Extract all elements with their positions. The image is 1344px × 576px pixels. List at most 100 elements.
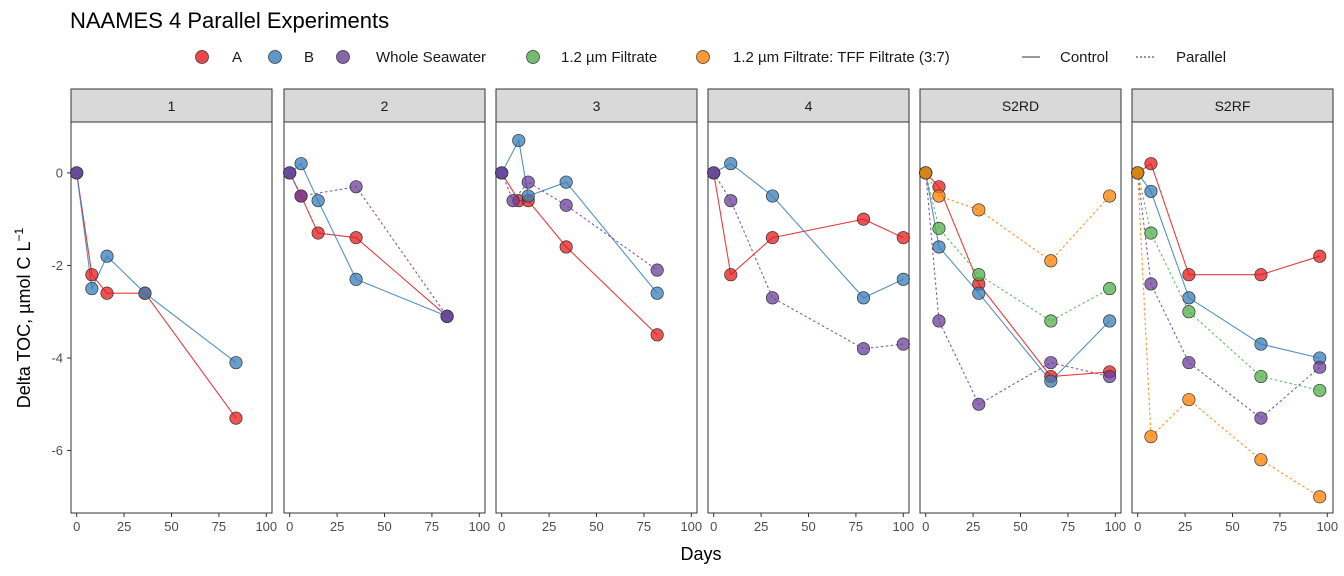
data-point <box>1182 291 1196 305</box>
data-point <box>856 291 871 305</box>
data-point <box>919 166 933 180</box>
x-tick-label: 50 <box>1013 519 1027 534</box>
data-point <box>349 272 363 286</box>
x-tick-label: 100 <box>892 519 914 534</box>
data-point <box>1144 184 1158 198</box>
data-point <box>1103 282 1117 296</box>
data-point <box>1182 393 1196 407</box>
legend-key-0 <box>195 50 209 64</box>
x-tick-label: 75 <box>425 519 439 534</box>
x-tick-label: 0 <box>498 519 505 534</box>
x-tick-label: 0 <box>1134 519 1141 534</box>
data-point <box>932 314 946 328</box>
x-tick-label: 50 <box>801 519 815 534</box>
data-point <box>349 180 363 194</box>
data-point <box>229 356 243 370</box>
data-point <box>1254 369 1268 384</box>
data-point <box>724 268 738 282</box>
data-point <box>856 342 871 356</box>
data-point <box>1144 430 1158 444</box>
data-point <box>1313 360 1327 374</box>
data-point <box>506 194 520 208</box>
series-line-whole-seawater <box>713 172 904 350</box>
data-point <box>1144 277 1158 291</box>
data-point <box>70 166 84 180</box>
series-line-1-2-m-filtrate <box>925 172 1110 322</box>
x-tick-label: 100 <box>468 519 490 534</box>
data-point <box>138 286 152 300</box>
data-point <box>1313 383 1327 397</box>
strip-1 <box>70 88 273 123</box>
data-point <box>100 249 114 263</box>
panel-2: 2 0 25 50 75 100 <box>283 88 490 534</box>
x-tick-label: 100 <box>255 519 277 534</box>
series-line-whole-seawater <box>501 172 658 271</box>
legend-label-2: Whole Seawater <box>376 49 486 66</box>
data-point <box>1044 374 1058 388</box>
series-line-whole-seawater <box>1137 172 1321 419</box>
data-point <box>972 203 986 217</box>
legend-label-3: 1.2 µm Filtrate <box>561 49 657 66</box>
data-point <box>1254 411 1268 425</box>
data-point <box>521 175 535 189</box>
x-tick-label: 25 <box>966 519 980 534</box>
data-point <box>707 166 721 180</box>
data-point <box>1182 305 1196 319</box>
plot-frame <box>283 121 486 514</box>
x-axis-title: Days <box>680 544 721 564</box>
data-point <box>650 286 664 300</box>
data-point <box>650 328 664 342</box>
data-point <box>972 268 986 282</box>
data-point <box>311 226 325 240</box>
x-tick-label: 75 <box>1273 519 1287 534</box>
panel-1: 1 0 25 50 75 100 0 -2 -4 -6 <box>51 88 277 534</box>
data-point <box>1131 166 1145 180</box>
strip-label: 1 <box>168 98 176 114</box>
data-point <box>932 189 946 203</box>
data-point <box>559 198 573 212</box>
data-point <box>1103 314 1117 328</box>
strip-label: 2 <box>381 98 389 114</box>
y-tick-label: -2 <box>51 258 63 273</box>
x-tick-label: 50 <box>1225 519 1239 534</box>
y-axis-title-superscript: −1 <box>12 227 26 241</box>
legend-key-4 <box>696 50 710 64</box>
legend-label-4: 1.2 µm Filtrate: TFF Filtrate (3:7) <box>733 49 950 66</box>
strip-S2RF <box>1131 88 1334 123</box>
data-point <box>972 397 986 411</box>
strip-label: S2RF <box>1215 98 1251 114</box>
x-tick-label: 25 <box>754 519 768 534</box>
legend-key-3 <box>526 50 540 64</box>
x-tick-label: 0 <box>286 519 293 534</box>
legend-line-label-0: Control <box>1060 49 1108 66</box>
data-point <box>512 133 526 148</box>
series-line-1-2-m-filtrate <box>1137 172 1320 391</box>
data-point <box>1182 356 1196 370</box>
data-point <box>311 194 325 208</box>
data-point <box>1144 226 1158 240</box>
y-tick-label: -4 <box>51 350 63 365</box>
x-tick-label: 75 <box>849 519 863 534</box>
data-point <box>896 337 910 351</box>
legend-label-0: A <box>232 49 242 66</box>
data-point <box>495 166 509 180</box>
data-point <box>1103 369 1117 384</box>
x-tick-label: 50 <box>164 519 178 534</box>
x-tick-label: 0 <box>73 519 80 534</box>
chart-title: NAAMES 4 Parallel Experiments <box>70 8 389 33</box>
legend-line-label-1: Parallel <box>1176 49 1226 66</box>
x-tick-label: 100 <box>680 519 702 534</box>
y-axis-title-text: Delta TOC, µmol C L <box>14 241 34 408</box>
data-point <box>765 231 780 245</box>
y-axis-title: Delta TOC, µmol C L−1 <box>12 227 34 408</box>
data-point <box>559 240 573 254</box>
data-point <box>856 212 871 226</box>
x-tick-label: 75 <box>212 519 226 534</box>
x-tick-label: 75 <box>637 519 651 534</box>
x-tick-label: 25 <box>330 519 344 534</box>
panel-S2RD: S2RD 0 25 50 75 100 <box>919 88 1126 534</box>
data-point <box>85 268 99 282</box>
data-point <box>1044 356 1058 370</box>
legend-label-1: B <box>304 49 314 66</box>
strip-2 <box>283 88 486 123</box>
